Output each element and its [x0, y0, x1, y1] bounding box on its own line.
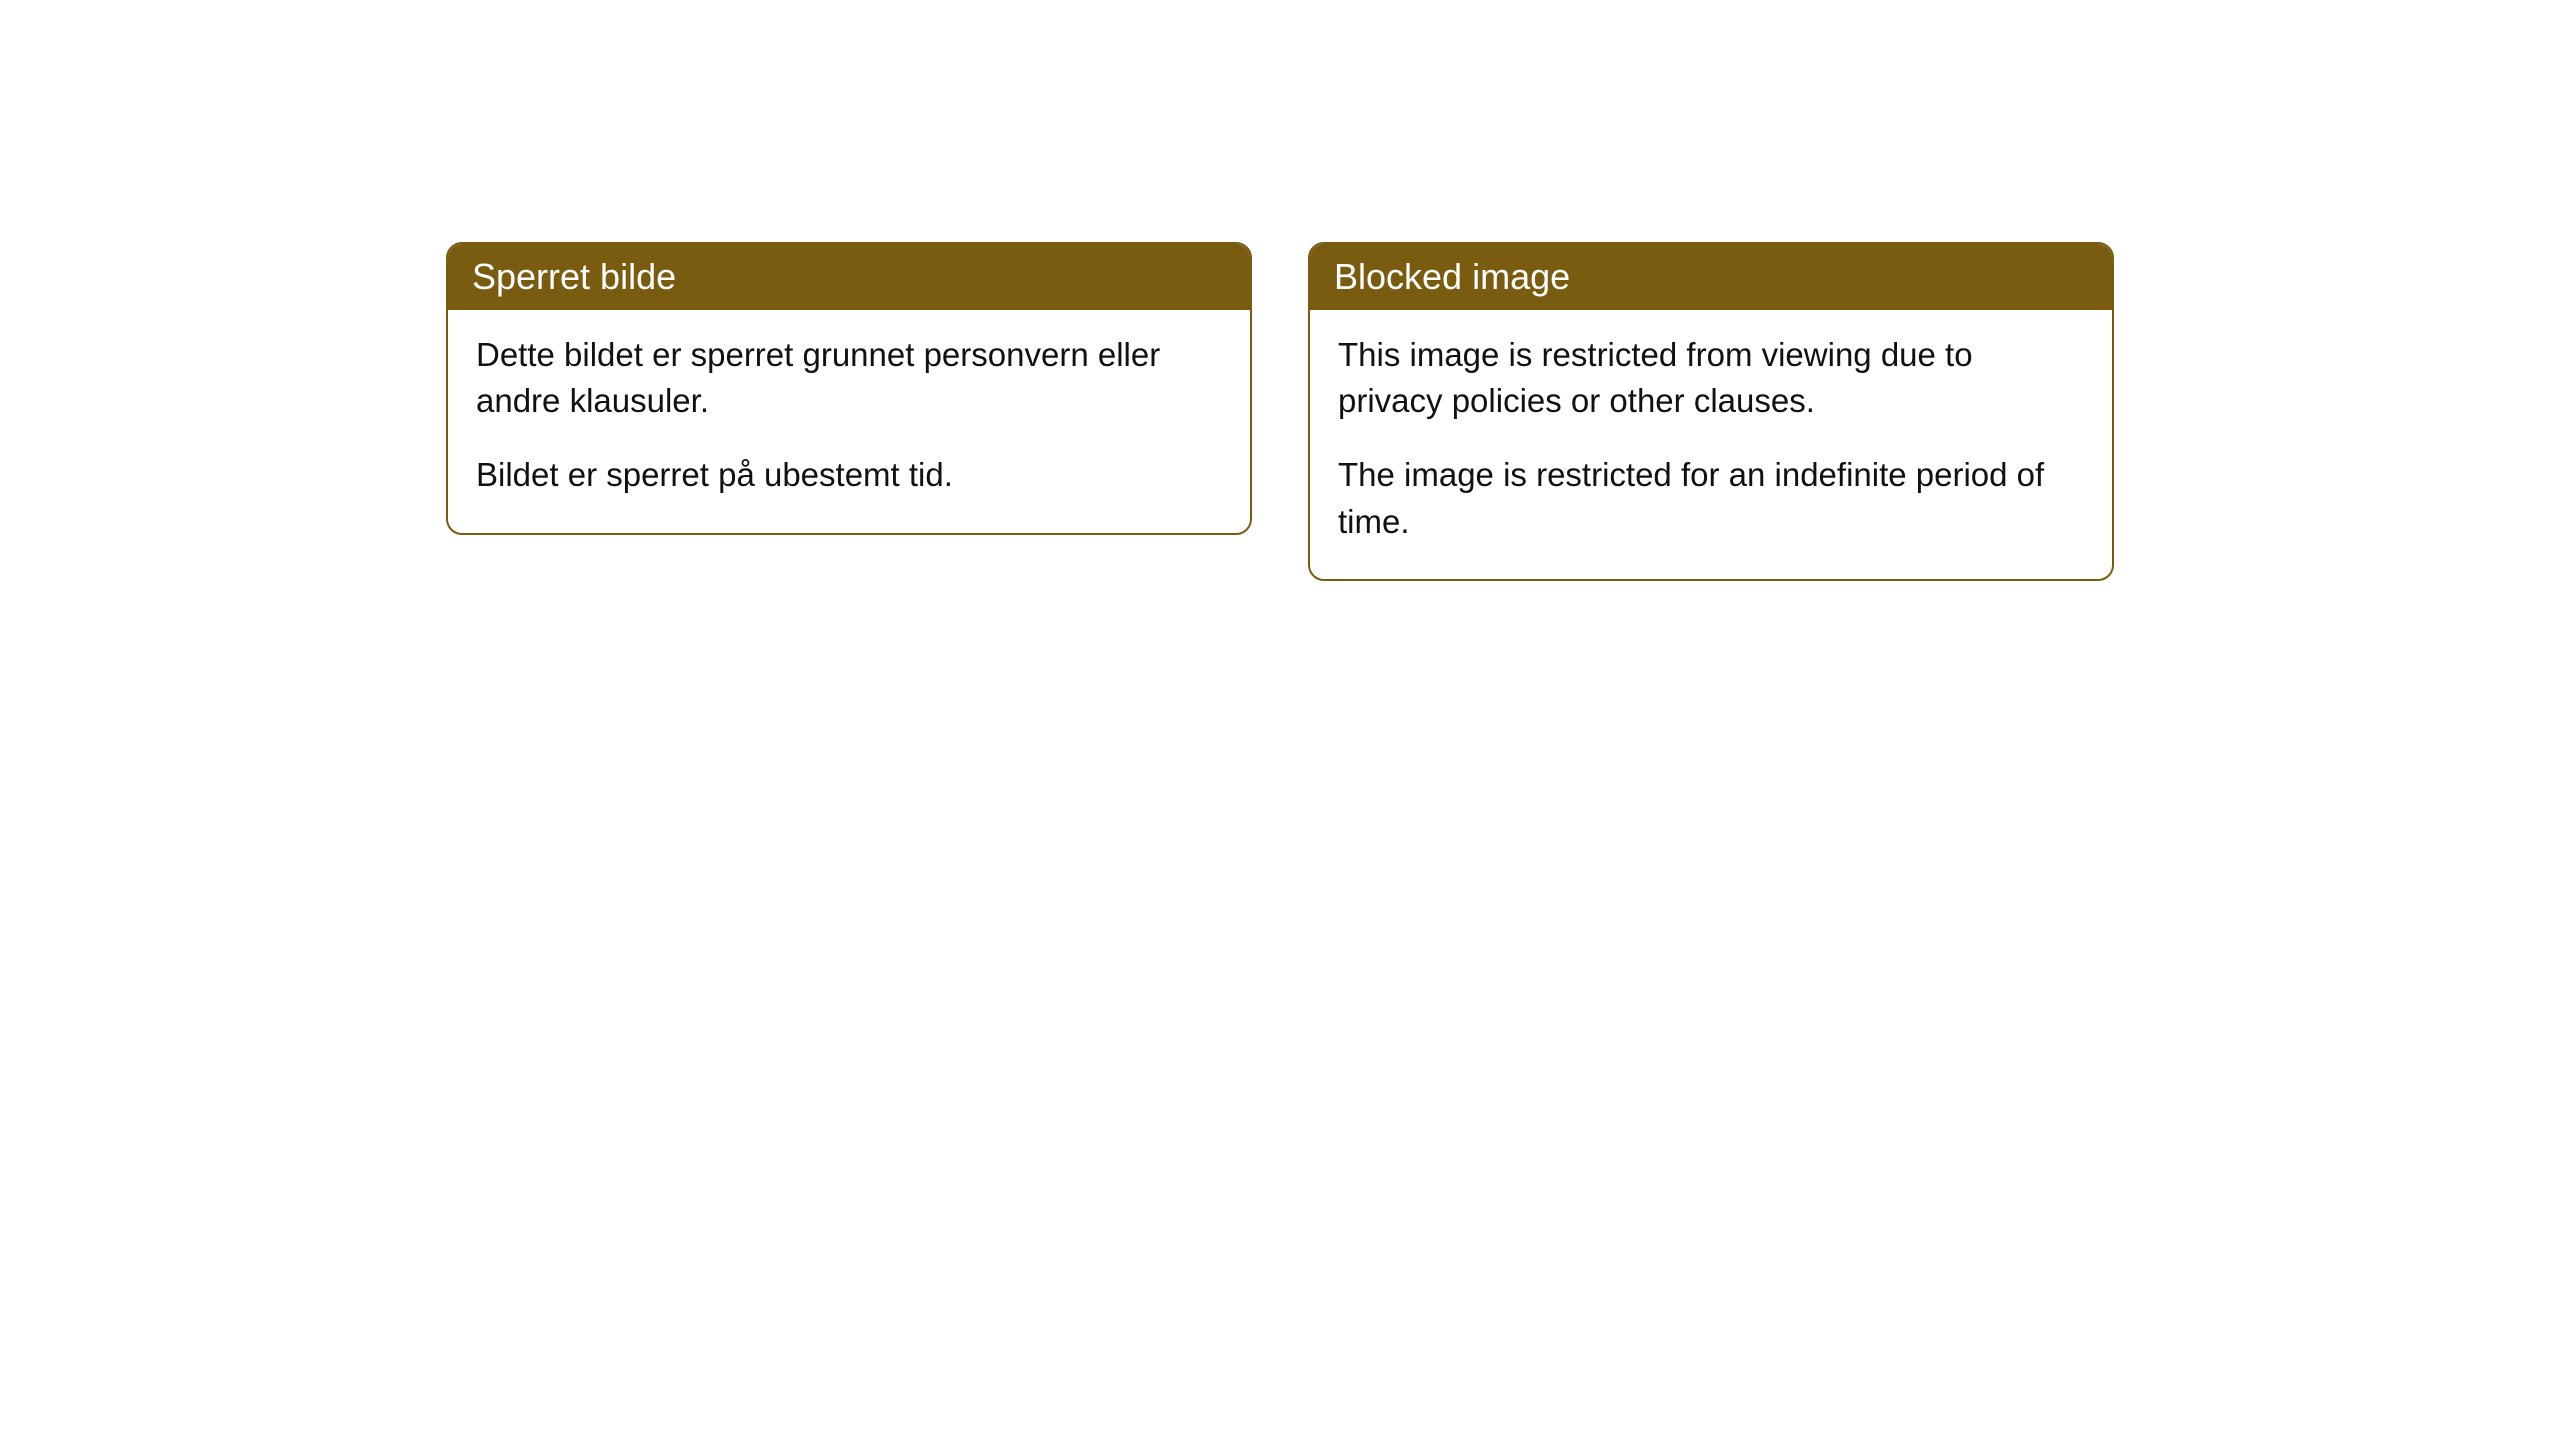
blocked-image-card-norwegian: Sperret bilde Dette bildet er sperret gr…	[446, 242, 1252, 535]
card-paragraph-2-norwegian: Bildet er sperret på ubestemt tid.	[476, 452, 1222, 498]
card-title-english: Blocked image	[1334, 256, 1570, 297]
card-header-norwegian: Sperret bilde	[448, 244, 1250, 310]
card-paragraph-2-english: The image is restricted for an indefinit…	[1338, 452, 2084, 544]
notice-cards-container: Sperret bilde Dette bildet er sperret gr…	[446, 242, 2114, 1440]
card-header-english: Blocked image	[1310, 244, 2112, 310]
card-body-english: This image is restricted from viewing du…	[1310, 310, 2112, 579]
card-title-norwegian: Sperret bilde	[472, 256, 676, 297]
card-body-norwegian: Dette bildet er sperret grunnet personve…	[448, 310, 1250, 533]
card-paragraph-1-norwegian: Dette bildet er sperret grunnet personve…	[476, 332, 1222, 424]
blocked-image-card-english: Blocked image This image is restricted f…	[1308, 242, 2114, 581]
card-paragraph-1-english: This image is restricted from viewing du…	[1338, 332, 2084, 424]
